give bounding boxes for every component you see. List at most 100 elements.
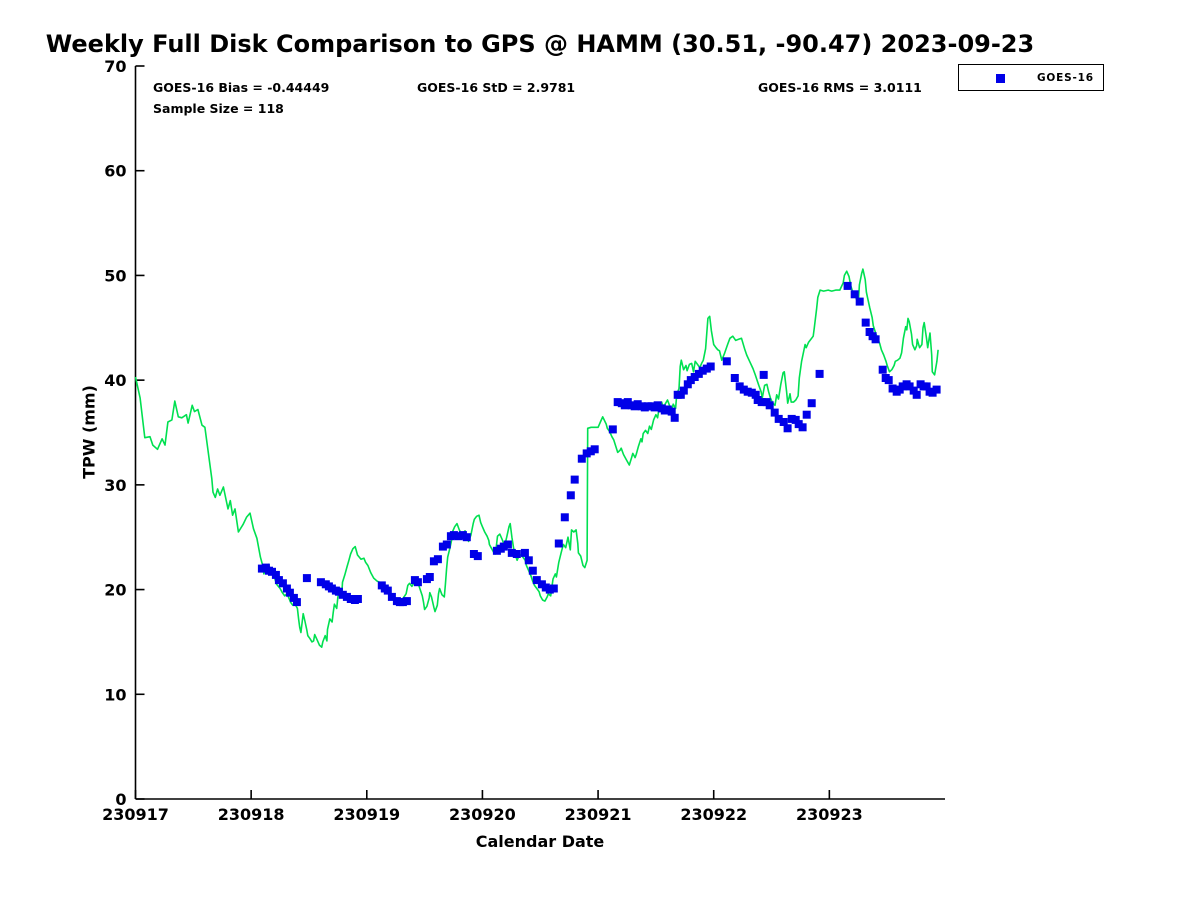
goes16-point <box>473 552 482 561</box>
stat-sample-size: Sample Size = 118 <box>153 101 284 116</box>
y-tick-label: 10 <box>104 685 126 704</box>
goes16-point <box>425 573 434 581</box>
goes16-point <box>871 335 880 344</box>
goes16-point <box>735 382 744 391</box>
goes16-point <box>524 556 533 565</box>
goes16-point <box>462 533 471 542</box>
goes16-point <box>912 390 921 399</box>
goes16-point <box>706 362 715 371</box>
x-tick-label: 230921 <box>565 805 632 824</box>
goes16-point <box>590 445 599 454</box>
goes16-point <box>383 586 392 595</box>
goes16-point <box>667 407 676 416</box>
x-tick-label: 230922 <box>680 805 747 824</box>
goes16-point <box>865 328 874 336</box>
y-tick-label: 30 <box>104 476 126 495</box>
goes16-point <box>507 548 516 557</box>
goes16-point <box>442 540 451 549</box>
goes16-point <box>855 297 864 306</box>
goes16-point <box>802 410 811 419</box>
goes16-point <box>861 318 870 327</box>
y-tick-label: 0 <box>115 790 126 809</box>
goes16-point <box>608 425 617 434</box>
goes16-point <box>353 595 362 603</box>
y-tick-label: 40 <box>104 371 126 390</box>
goes16-point <box>878 365 887 374</box>
goes16-marker-icon <box>996 74 1005 83</box>
goes16-point <box>759 370 768 379</box>
goes16-point <box>670 413 679 422</box>
goes16-point <box>528 566 537 575</box>
goes16-point <box>884 376 893 385</box>
goes16-point <box>730 374 739 382</box>
goes16-point <box>770 408 779 417</box>
goes16-point <box>679 386 688 395</box>
goes16-point <box>765 401 774 410</box>
goes16-point <box>798 423 807 432</box>
goes16-point <box>843 281 852 290</box>
goes16-point <box>783 424 792 433</box>
goes16-point <box>909 386 918 395</box>
goes16-point <box>271 570 280 579</box>
goes16-point <box>520 548 529 557</box>
goes16-point <box>282 584 291 593</box>
x-tick-label: 230917 <box>102 805 169 824</box>
goes16-point <box>922 382 931 391</box>
goes16-point <box>292 598 301 607</box>
goes16-point <box>698 366 707 375</box>
goes16-point <box>433 555 442 564</box>
goes16-point <box>387 592 396 601</box>
goes16-point <box>722 357 731 366</box>
goes16-point <box>549 584 558 593</box>
page-title: Weekly Full Disk Comparison to GPS @ HAM… <box>45 30 1035 58</box>
y-tick-label: 60 <box>104 162 126 181</box>
goes16-point <box>285 588 294 597</box>
goes16-point <box>653 401 662 410</box>
goes16-point <box>582 449 591 458</box>
goes16-point <box>633 400 642 409</box>
goes16-point <box>743 387 752 396</box>
goes16-point <box>554 539 563 548</box>
legend-box: GOES-16 <box>958 64 1104 91</box>
goes16-point <box>932 385 941 394</box>
stat-std: GOES-16 StD = 2.9781 <box>417 80 576 95</box>
goes16-point <box>577 454 586 463</box>
goes16-point <box>807 399 816 408</box>
goes16-point <box>278 579 287 588</box>
x-tick-label: 230919 <box>333 805 400 824</box>
x-tick-label: 230918 <box>218 805 285 824</box>
goes16-point <box>413 578 422 587</box>
goes16-point <box>774 414 783 423</box>
x-axis-label: Calendar Date <box>475 832 605 851</box>
goes16-point <box>402 597 411 606</box>
legend-label: GOES-16 <box>1037 72 1094 84</box>
goes16-point <box>503 540 512 549</box>
goes16-point <box>454 532 463 541</box>
goes16-point <box>690 373 699 381</box>
goes16-point <box>289 593 298 602</box>
goes16-point <box>532 576 541 585</box>
goes16-point <box>346 595 355 603</box>
goes16-point <box>512 550 521 558</box>
goes16-point <box>499 542 508 551</box>
goes16-point <box>560 513 569 522</box>
gps-line <box>134 268 939 649</box>
goes16-point <box>570 475 579 484</box>
goes16-point <box>613 398 622 407</box>
goes16-point <box>566 491 575 500</box>
goes16-point <box>751 390 760 399</box>
goes16-point <box>683 380 692 389</box>
stat-rms: GOES-16 RMS = 3.0111 <box>758 80 922 95</box>
goes16-point <box>449 531 458 540</box>
goes16-point <box>779 418 788 426</box>
goes16-point <box>316 578 325 587</box>
goes16-point <box>815 369 824 378</box>
x-tick-label: 230923 <box>796 805 863 824</box>
goes16-point <box>676 390 685 399</box>
goes16-point <box>757 398 766 407</box>
y-tick-label: 20 <box>104 581 126 600</box>
goes16-point <box>338 590 347 599</box>
goes16-point <box>302 574 311 583</box>
